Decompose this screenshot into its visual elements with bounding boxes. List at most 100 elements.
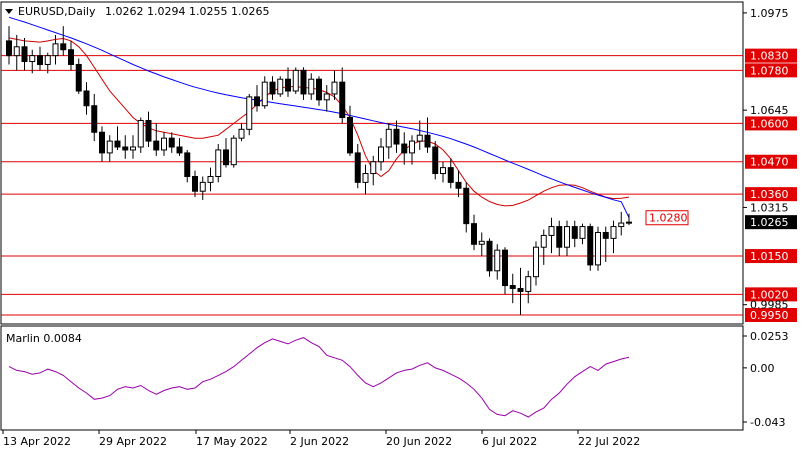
level-label: 1.0020 xyxy=(750,288,789,301)
candle-body-up xyxy=(362,173,369,183)
candle-body-down xyxy=(254,96,260,107)
candle-body-down xyxy=(114,140,121,148)
x-tick-label: 6 Jul 2022 xyxy=(482,435,537,448)
marlin-tick-label: 0.0253 xyxy=(750,330,789,343)
candle-body-up xyxy=(378,146,384,163)
candle-body-down xyxy=(509,285,516,289)
marlin-tick-label: 0.00 xyxy=(750,362,775,375)
candle-body-down xyxy=(471,223,477,245)
candle-body-down xyxy=(91,105,98,133)
current-price-label: 1.0265 xyxy=(750,216,789,229)
ohlc-label: 1.0262 1.0294 1.0255 1.0265 xyxy=(105,5,269,18)
symbol-label: EURUSD,Daily xyxy=(18,5,96,18)
candle-body-up xyxy=(246,96,253,130)
price-tick-label: 1.0975 xyxy=(750,7,789,20)
candle-body-down xyxy=(168,137,175,148)
candle-body-up xyxy=(440,167,446,175)
candles xyxy=(6,26,632,315)
candle-body-up xyxy=(29,55,36,63)
candle-body-up xyxy=(137,119,144,148)
price-tick-label: 1.0315 xyxy=(750,201,789,214)
candle-body-up xyxy=(308,78,315,95)
candle-body-down xyxy=(99,131,105,154)
level-tag xyxy=(745,249,797,264)
candle-body-up xyxy=(579,226,586,239)
candle-body-up xyxy=(416,134,423,142)
candle-body-down xyxy=(176,146,183,154)
level-tag xyxy=(745,287,797,302)
x-tick-label: 20 Jun 2022 xyxy=(386,435,452,448)
level-label: 1.0830 xyxy=(750,50,789,63)
candle-body-down xyxy=(432,146,439,175)
x-tick-label: 13 Apr 2022 xyxy=(3,435,71,448)
candle-body-down xyxy=(6,40,12,57)
candle-body-down xyxy=(37,55,43,65)
candle-body-down xyxy=(486,240,493,272)
candle-body-down xyxy=(223,149,229,166)
candle-body-up xyxy=(626,221,632,224)
candle-body-down xyxy=(463,187,470,225)
current-price-box xyxy=(745,215,797,230)
marlin-label: Marlin 0.0084 xyxy=(6,332,82,345)
candle-body-up xyxy=(44,55,51,65)
level-tag xyxy=(745,308,797,322)
level-tag xyxy=(745,154,797,169)
candle-body-down xyxy=(502,249,508,287)
marlin-tick-label: -0.043 xyxy=(750,416,785,429)
candle-body-down xyxy=(75,63,82,92)
level-label: 1.0360 xyxy=(750,188,789,201)
candle-body-up xyxy=(370,161,377,175)
candle-body-up xyxy=(323,93,330,101)
candle-body-down xyxy=(339,81,346,119)
candle-body-up xyxy=(52,43,59,57)
candle-body-up xyxy=(13,46,20,57)
candle-body-up xyxy=(106,140,113,154)
candle-body-down xyxy=(602,231,609,239)
candle-body-down xyxy=(145,119,152,142)
candle-body-up xyxy=(610,226,617,239)
candle-body-down xyxy=(556,226,563,248)
candle-body-up xyxy=(161,137,167,151)
level-tag xyxy=(745,48,797,63)
candle-body-up xyxy=(564,226,570,248)
level-tag xyxy=(745,63,797,78)
candle-body-up xyxy=(130,146,136,151)
candle-body-down xyxy=(269,81,276,95)
candle-body-down xyxy=(401,143,408,154)
level-tag xyxy=(745,116,797,131)
levels xyxy=(1,55,743,316)
candle-body-down xyxy=(455,181,462,189)
candle-body-up xyxy=(478,240,485,245)
candle-body-up xyxy=(548,226,555,236)
candle-body-up xyxy=(595,231,601,266)
candle-body-up xyxy=(409,140,415,154)
menu-triangle-icon[interactable] xyxy=(5,9,13,14)
level-label: 1.0150 xyxy=(750,250,789,263)
annotation-label: 1.0280 xyxy=(649,212,688,225)
indicator-pane-frame xyxy=(0,325,744,431)
candle-body-down xyxy=(354,152,361,183)
candle-body-up xyxy=(238,128,245,139)
marlin-line xyxy=(8,337,630,418)
price-tick-label: 0.9985 xyxy=(750,299,789,312)
candle-body-down xyxy=(122,146,129,151)
level-tag xyxy=(745,187,797,202)
candle-body-down xyxy=(184,152,191,177)
candle-body-up xyxy=(533,246,539,278)
candle-body-up xyxy=(215,149,222,177)
candle-body-down xyxy=(447,167,454,183)
candle-body-up xyxy=(618,222,625,228)
candle-body-down xyxy=(571,226,578,239)
candle-body-up xyxy=(385,128,392,148)
x-tick-label: 29 Apr 2022 xyxy=(99,435,167,448)
x-tick-label: 17 May 2022 xyxy=(196,435,268,448)
annotation-box xyxy=(645,210,689,226)
candle-body-down xyxy=(192,175,198,192)
candle-body-up xyxy=(230,137,237,166)
level-label: 1.0780 xyxy=(750,64,789,77)
x-tick-label: 2 Jun 2022 xyxy=(290,435,349,448)
candle-body-up xyxy=(494,249,501,272)
candle-body-up xyxy=(525,276,532,292)
